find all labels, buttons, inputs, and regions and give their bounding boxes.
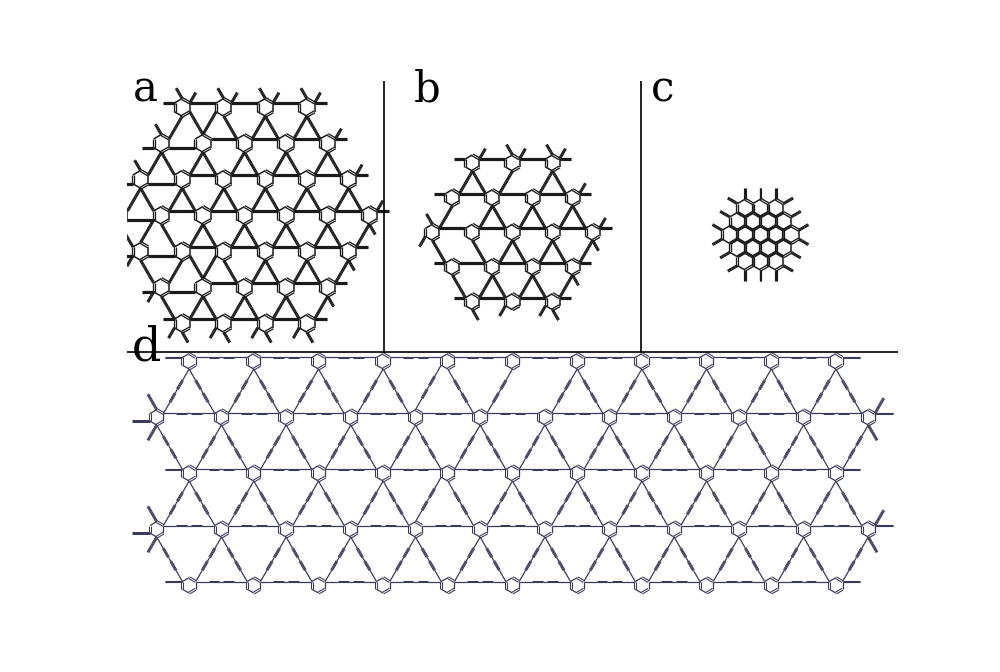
Text: b: b bbox=[414, 69, 441, 110]
Text: d: d bbox=[131, 326, 161, 371]
Text: c: c bbox=[651, 69, 674, 110]
Text: a: a bbox=[133, 69, 158, 110]
